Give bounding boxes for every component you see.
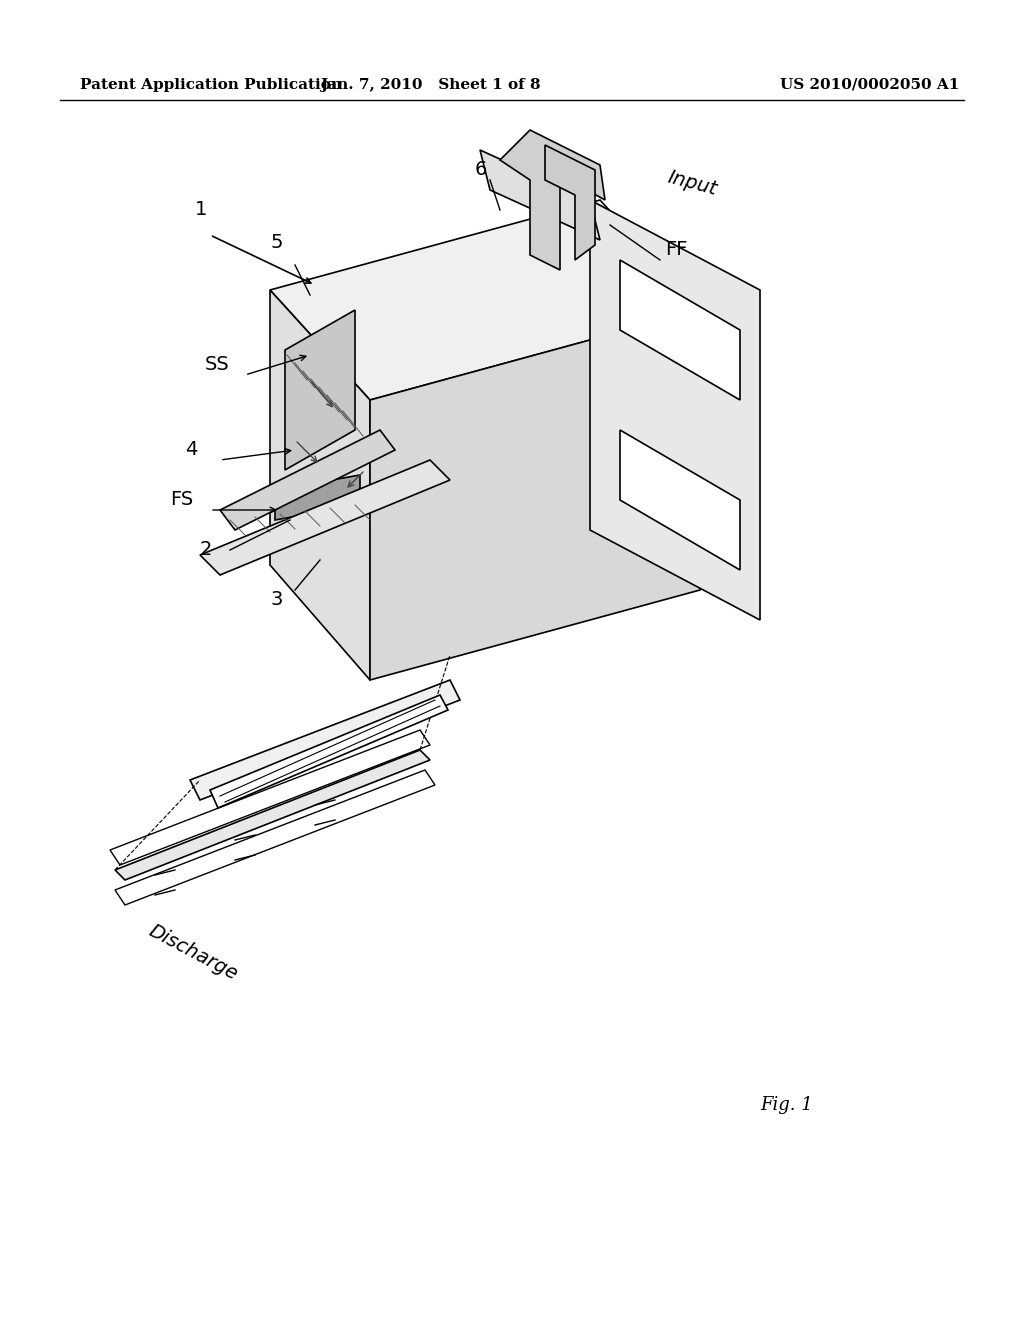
Text: FF: FF [665, 240, 687, 259]
Text: Patent Application Publication: Patent Application Publication [80, 78, 342, 92]
Text: Discharge: Discharge [145, 921, 241, 983]
Polygon shape [500, 129, 605, 271]
Polygon shape [190, 680, 460, 800]
Polygon shape [220, 430, 395, 531]
Text: 5: 5 [270, 234, 283, 252]
Text: 1: 1 [195, 201, 208, 219]
Text: US 2010/0002050 A1: US 2010/0002050 A1 [780, 78, 959, 92]
Text: Jan. 7, 2010   Sheet 1 of 8: Jan. 7, 2010 Sheet 1 of 8 [319, 78, 541, 92]
Polygon shape [200, 459, 450, 576]
Polygon shape [275, 475, 360, 520]
Polygon shape [480, 150, 600, 240]
Polygon shape [210, 696, 449, 808]
Text: SS: SS [205, 355, 229, 374]
Polygon shape [270, 290, 370, 680]
Text: 6: 6 [475, 160, 487, 180]
Polygon shape [370, 310, 700, 680]
Polygon shape [545, 145, 595, 260]
Text: 4: 4 [185, 440, 198, 459]
Text: Input: Input [665, 168, 719, 199]
Polygon shape [115, 750, 430, 880]
Polygon shape [270, 201, 700, 400]
Text: Fig. 1: Fig. 1 [760, 1096, 813, 1114]
Polygon shape [620, 430, 740, 570]
Text: 2: 2 [200, 540, 212, 558]
Text: 3: 3 [270, 590, 283, 609]
Polygon shape [620, 260, 740, 400]
Polygon shape [590, 201, 760, 620]
Text: FS: FS [170, 490, 194, 510]
Polygon shape [285, 310, 355, 470]
